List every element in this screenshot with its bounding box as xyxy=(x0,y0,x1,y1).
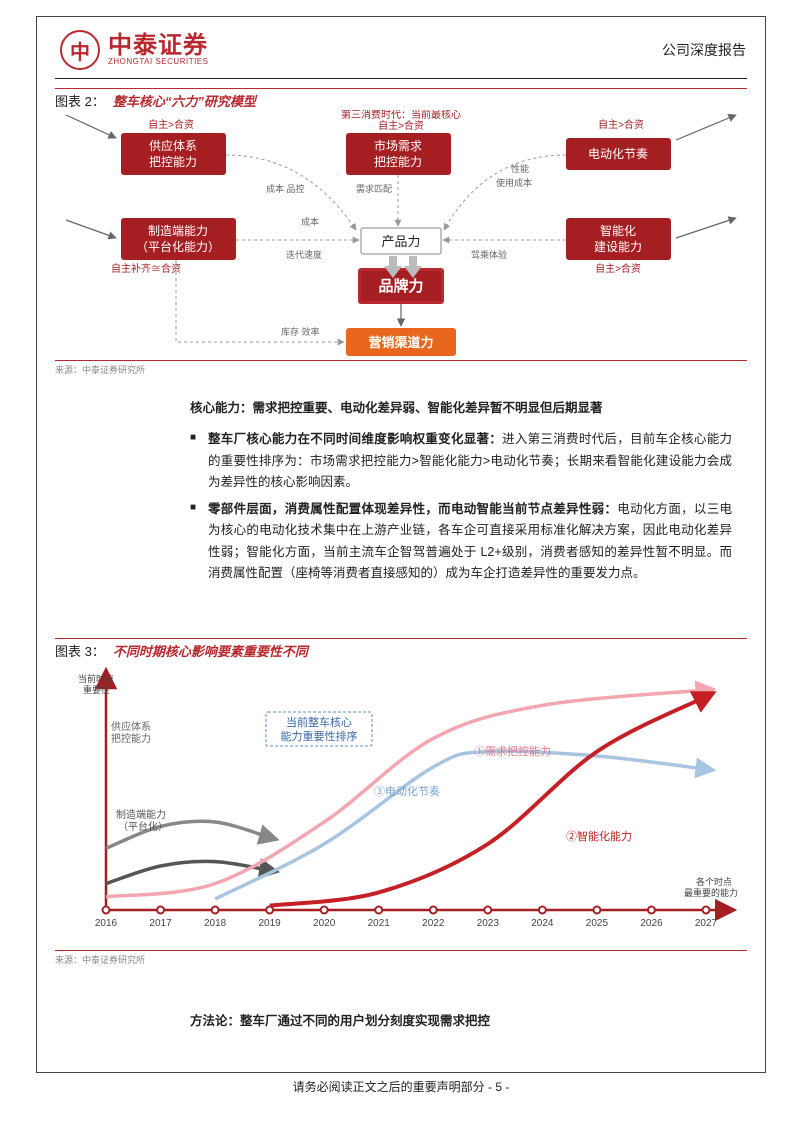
fig3-title: 不同时期核心影响要素重要性不同 xyxy=(113,641,308,660)
svg-text:成本 品控: 成本 品控 xyxy=(266,183,305,194)
svg-text:最重要的能力: 最重要的能力 xyxy=(684,887,738,898)
svg-text:③电动化节奏: ③电动化节奏 xyxy=(374,784,440,798)
svg-text:2019: 2019 xyxy=(259,918,282,929)
svg-text:供应体系: 供应体系 xyxy=(111,720,151,733)
svg-text:能力重要性排序: 能力重要性排序 xyxy=(281,729,358,743)
svg-text:制造端能力: 制造端能力 xyxy=(116,808,166,821)
fig2-diagram: 自主>合资 第三消费时代：当前最核心 自主>合资 自主>合资 供应体系 把控能力… xyxy=(55,110,747,360)
header-rule xyxy=(55,78,747,79)
svg-text:自主>合资: 自主>合资 xyxy=(148,118,194,131)
svg-text:当前整车核心: 当前整车核心 xyxy=(286,715,352,729)
fig2-title: 整车核心“六力”研究模型 xyxy=(113,91,256,110)
svg-text:把控能力: 把控能力 xyxy=(149,155,197,169)
svg-text:2025: 2025 xyxy=(586,918,609,929)
svg-text:（平台化能力）: （平台化能力） xyxy=(136,239,220,254)
svg-text:营销渠道力: 营销渠道力 xyxy=(368,335,433,350)
svg-text:自主补齐≅合资: 自主补齐≅合资 xyxy=(111,262,181,275)
fig3-chart: 当前时点 重要性 各个时点 最重要的能力 2016 2017 2018 2019 202… xyxy=(55,660,747,950)
svg-text:智能化: 智能化 xyxy=(600,223,636,238)
svg-text:2016: 2016 xyxy=(95,918,118,929)
svg-text:②智能化能力: ②智能化能力 xyxy=(566,829,632,843)
page-header: 中 中泰证券 ZHONGTAI SECURITIES 公司深度报告 xyxy=(60,26,746,74)
svg-text:各个时点: 各个时点 xyxy=(696,876,732,887)
fig3-source: 来源：中泰证券研究所 xyxy=(55,950,747,966)
svg-text:库存 效率: 库存 效率 xyxy=(281,326,320,337)
svg-text:自主>合资: 自主>合资 xyxy=(598,118,644,131)
bullet-2: 零部件层面，消费属性配置体现差异性，而电动智能当前节点差异性弱：电动化方面，以三… xyxy=(190,499,732,584)
page-footer: 请务必阅读正文之后的重要声明部分 - 5 - xyxy=(0,1078,802,1095)
svg-text:成本: 成本 xyxy=(301,216,319,227)
body1-heading: 核心能力：需求把控重要、电动化差异弱、智能化差异暂不明显但后期显著 xyxy=(190,398,732,419)
figure-2: 图表 2： 整车核心“六力”研究模型 自主>合资 第三消 xyxy=(55,88,747,376)
svg-text:2017: 2017 xyxy=(149,918,172,929)
body-section-1: 核心能力：需求把控重要、电动化差异弱、智能化差异暂不明显但后期显著 整车厂核心能… xyxy=(190,398,732,590)
figure-3: 图表 3： 不同时期核心影响要素重要性不同 当前时点 重要性 各个时点 最重 xyxy=(55,638,747,968)
logo: 中 中泰证券 ZHONGTAI SECURITIES xyxy=(60,30,208,70)
svg-text:2023: 2023 xyxy=(477,918,500,929)
svg-text:驾乘体验: 驾乘体验 xyxy=(471,249,507,260)
svg-text:电动化节奏: 电动化节奏 xyxy=(588,147,648,161)
svg-text:迭代速度: 迭代速度 xyxy=(286,249,322,260)
svg-text:使用成本: 使用成本 xyxy=(496,177,532,188)
svg-text:自主>合资: 自主>合资 xyxy=(378,119,424,132)
svg-text:性能: 性能 xyxy=(511,163,529,174)
svg-text:需求匹配: 需求匹配 xyxy=(356,183,392,194)
svg-text:制造端能力: 制造端能力 xyxy=(148,224,208,238)
svg-text:2024: 2024 xyxy=(531,918,554,929)
svg-text:建设能力: 建设能力 xyxy=(594,240,642,254)
fig2-number: 图表 2： xyxy=(55,91,105,110)
fig3-number: 图表 3： xyxy=(55,641,105,660)
svg-text:①需求把控能力: ①需求把控能力 xyxy=(474,744,551,758)
svg-text:（平台化）: （平台化） xyxy=(118,820,168,833)
body-section-2: 方法论：整车厂通过不同的用户划分刻度实现需求把控 xyxy=(190,1010,732,1029)
svg-text:把控能力: 把控能力 xyxy=(111,732,151,745)
svg-text:把控能力: 把控能力 xyxy=(374,155,422,169)
bullet-1: 整车厂核心能力在不同时间维度影响权重变化显著：进入第三消费时代后，目前车企核心能… xyxy=(190,429,732,493)
svg-text:第三消费时代：当前最核心: 第三消费时代：当前最核心 xyxy=(341,110,461,121)
logo-icon: 中 xyxy=(60,30,100,70)
report-type: 公司深度报告 xyxy=(662,40,746,60)
fig2-source: 来源：中泰证券研究所 xyxy=(55,360,747,376)
svg-text:2022: 2022 xyxy=(422,918,445,929)
svg-text:自主>合资: 自主>合资 xyxy=(595,262,641,275)
svg-text:产品力: 产品力 xyxy=(381,234,420,249)
svg-text:2026: 2026 xyxy=(640,918,663,929)
svg-text:2021: 2021 xyxy=(368,918,391,929)
svg-text:品牌力: 品牌力 xyxy=(378,277,423,295)
svg-text:2020: 2020 xyxy=(313,918,336,929)
svg-text:重要性: 重要性 xyxy=(83,684,110,695)
logo-en: ZHONGTAI SECURITIES xyxy=(108,58,208,66)
svg-text:2018: 2018 xyxy=(204,918,227,929)
logo-cn: 中泰证券 xyxy=(108,34,208,58)
svg-text:当前时点: 当前时点 xyxy=(78,673,114,684)
svg-text:2027: 2027 xyxy=(695,918,718,929)
svg-text:市场需求: 市场需求 xyxy=(374,138,422,153)
svg-text:供应体系: 供应体系 xyxy=(149,138,197,153)
